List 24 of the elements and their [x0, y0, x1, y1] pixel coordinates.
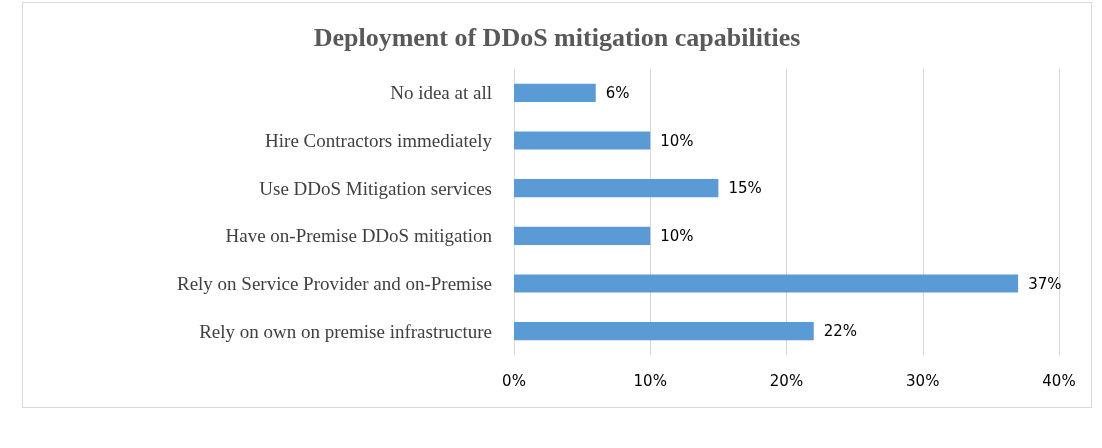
data-label: 6% — [605, 83, 630, 102]
bar — [514, 226, 651, 245]
y-tick-label: Rely on own on premise infrastructure — [199, 320, 492, 342]
x-tick-label: 30% — [906, 371, 940, 390]
bar — [514, 83, 596, 102]
data-label: 22% — [823, 322, 858, 341]
data-label: 37% — [1028, 274, 1062, 293]
y-tick-label: Have on-Premise DDoS mitigation — [225, 225, 493, 247]
data-label: 10% — [660, 226, 694, 245]
bar — [514, 179, 719, 198]
bar — [514, 131, 651, 150]
bar — [514, 274, 1019, 293]
data-label: 10% — [660, 131, 694, 150]
y-tick-label: Rely on Service Provider and on-Premise — [176, 273, 492, 294]
x-tick-label: 40% — [1042, 371, 1076, 390]
y-tick-label: No idea at all — [390, 82, 492, 104]
bar — [514, 322, 814, 341]
chart-title: Deployment of DDoS mitigation capabilities — [313, 22, 801, 52]
x-tick-label: 10% — [633, 371, 667, 390]
x-tick-label: 0% — [502, 371, 526, 390]
y-tick-label: Use DDoS Mitigation services — [259, 177, 492, 199]
y-tick-label: Hire Contractors immediately — [265, 130, 493, 151]
data-label: 15% — [728, 179, 762, 198]
x-tick-label: 20% — [769, 371, 804, 390]
